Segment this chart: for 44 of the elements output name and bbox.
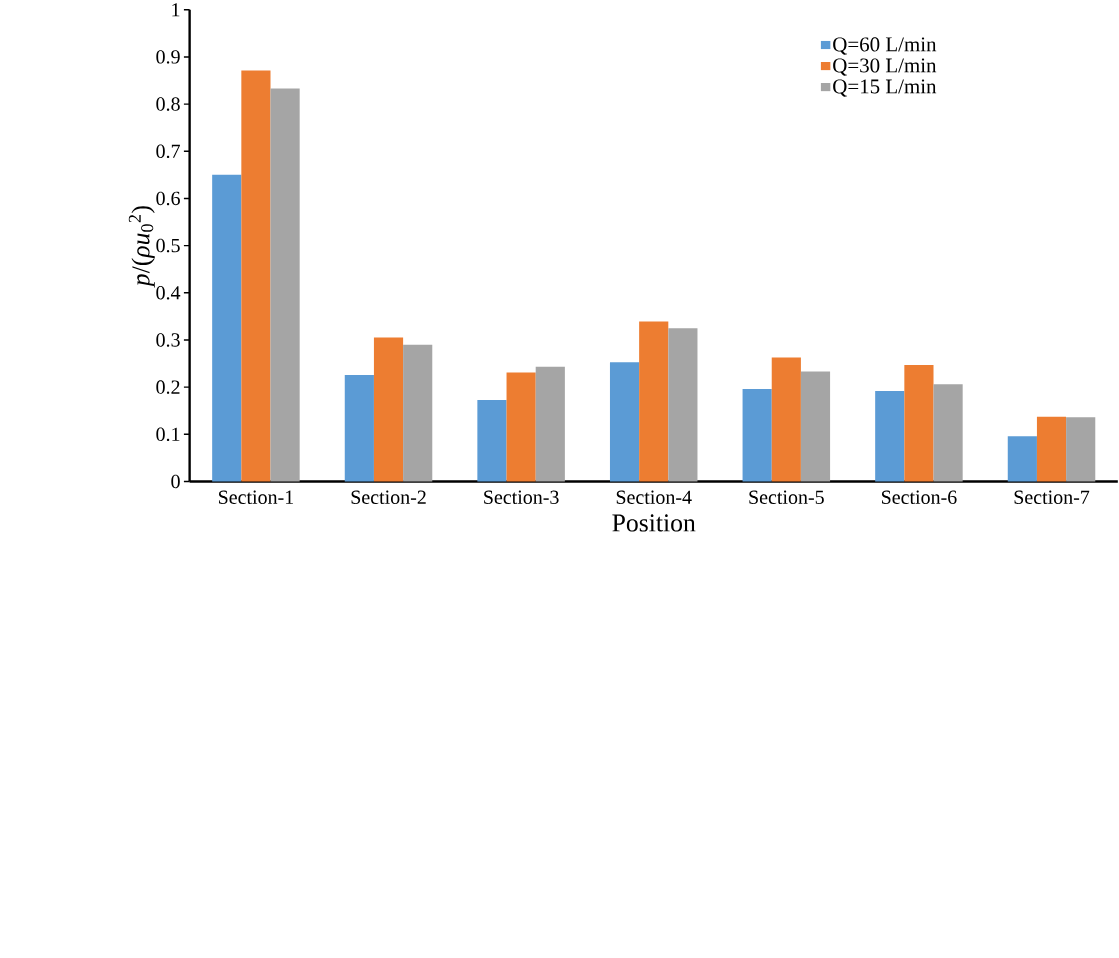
y-tick-label: 0.6	[156, 191, 180, 206]
bar	[477, 399, 507, 482]
bar	[403, 344, 433, 482]
y-tick-label: 0.4	[156, 286, 181, 300]
bar	[344, 374, 374, 482]
bar	[270, 88, 300, 482]
legend-label: Q=15 L/min	[833, 79, 937, 97]
bar	[212, 174, 242, 482]
y-tick-label: 0.9	[156, 50, 180, 64]
y-tick-label: 0.2	[156, 380, 180, 394]
bar	[771, 357, 801, 482]
y-axis-title: p/(ρu$_{0}$$^{2}$)	[128, 206, 155, 288]
y-tick-label: 0.7	[156, 144, 180, 159]
x-tick-label: Section-7	[1014, 490, 1090, 504]
bar	[535, 366, 565, 482]
y-tick-label: 0.1	[156, 427, 180, 442]
x-tick-label: Section-2	[351, 490, 426, 504]
bar	[1066, 417, 1096, 482]
x-tick-label: Section-1	[218, 490, 294, 504]
y-tick-label: 0	[171, 474, 180, 489]
y-tick-label: 1	[172, 3, 180, 17]
legend-label: Q=30 L/min	[833, 58, 937, 76]
x-tick-label: Section-5	[749, 490, 824, 504]
x-tick-label: Section-3	[484, 490, 559, 504]
y-tick-label: 0.8	[156, 97, 180, 111]
x-axis-title: Position	[612, 514, 696, 532]
bar	[904, 364, 934, 482]
bar	[1036, 416, 1067, 482]
y-tick-label: 0.5	[156, 238, 180, 253]
bar	[241, 70, 271, 482]
x-tick-label: Section-4	[616, 490, 692, 504]
bar	[800, 371, 831, 482]
bar	[875, 390, 905, 482]
bar	[742, 389, 772, 482]
bar	[639, 321, 669, 482]
legend-label: Q=60 L/min	[833, 37, 937, 55]
bar	[1007, 436, 1037, 482]
x-tick-label: Section-6	[881, 490, 957, 504]
bar	[933, 384, 963, 482]
bar	[373, 337, 404, 482]
bar	[668, 328, 698, 482]
bar	[506, 372, 536, 482]
bar	[609, 362, 640, 482]
y-tick-label: 0.3	[156, 333, 180, 347]
